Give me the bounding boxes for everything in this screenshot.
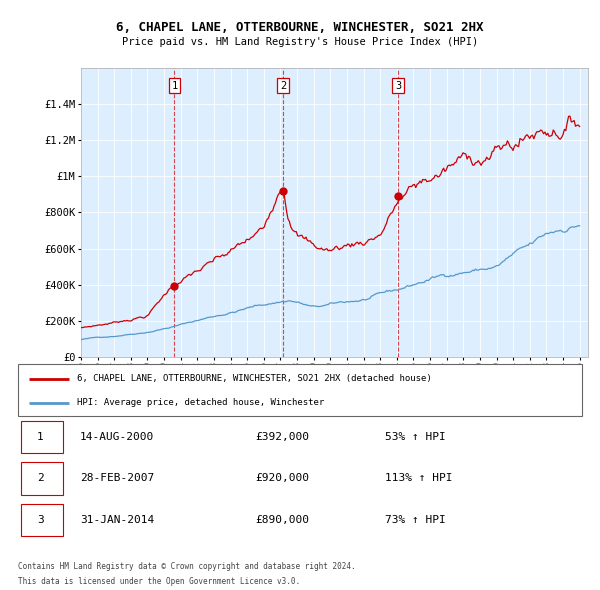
Text: HPI: Average price, detached house, Winchester: HPI: Average price, detached house, Winc… — [77, 398, 325, 408]
FancyBboxPatch shape — [18, 364, 582, 416]
Text: 3: 3 — [37, 515, 44, 525]
Text: 1: 1 — [37, 432, 44, 442]
FancyBboxPatch shape — [21, 504, 63, 536]
Text: Price paid vs. HM Land Registry's House Price Index (HPI): Price paid vs. HM Land Registry's House … — [122, 37, 478, 47]
Text: Contains HM Land Registry data © Crown copyright and database right 2024.: Contains HM Land Registry data © Crown c… — [18, 562, 356, 571]
Text: 1: 1 — [171, 81, 178, 91]
Text: 73% ↑ HPI: 73% ↑ HPI — [385, 515, 445, 525]
Text: £392,000: £392,000 — [255, 432, 309, 442]
Text: 2: 2 — [280, 81, 286, 91]
Text: 53% ↑ HPI: 53% ↑ HPI — [385, 432, 445, 442]
Text: 113% ↑ HPI: 113% ↑ HPI — [385, 474, 452, 483]
Text: £920,000: £920,000 — [255, 474, 309, 483]
Text: 28-FEB-2007: 28-FEB-2007 — [80, 474, 154, 483]
FancyBboxPatch shape — [21, 463, 63, 494]
FancyBboxPatch shape — [21, 421, 63, 453]
Text: This data is licensed under the Open Government Licence v3.0.: This data is licensed under the Open Gov… — [18, 577, 300, 586]
Text: 6, CHAPEL LANE, OTTERBOURNE, WINCHESTER, SO21 2HX (detached house): 6, CHAPEL LANE, OTTERBOURNE, WINCHESTER,… — [77, 374, 432, 383]
Text: 6, CHAPEL LANE, OTTERBOURNE, WINCHESTER, SO21 2HX: 6, CHAPEL LANE, OTTERBOURNE, WINCHESTER,… — [116, 21, 484, 34]
Text: 3: 3 — [395, 81, 401, 91]
Text: 31-JAN-2014: 31-JAN-2014 — [80, 515, 154, 525]
Text: £890,000: £890,000 — [255, 515, 309, 525]
Text: 2: 2 — [37, 474, 44, 483]
Text: 14-AUG-2000: 14-AUG-2000 — [80, 432, 154, 442]
